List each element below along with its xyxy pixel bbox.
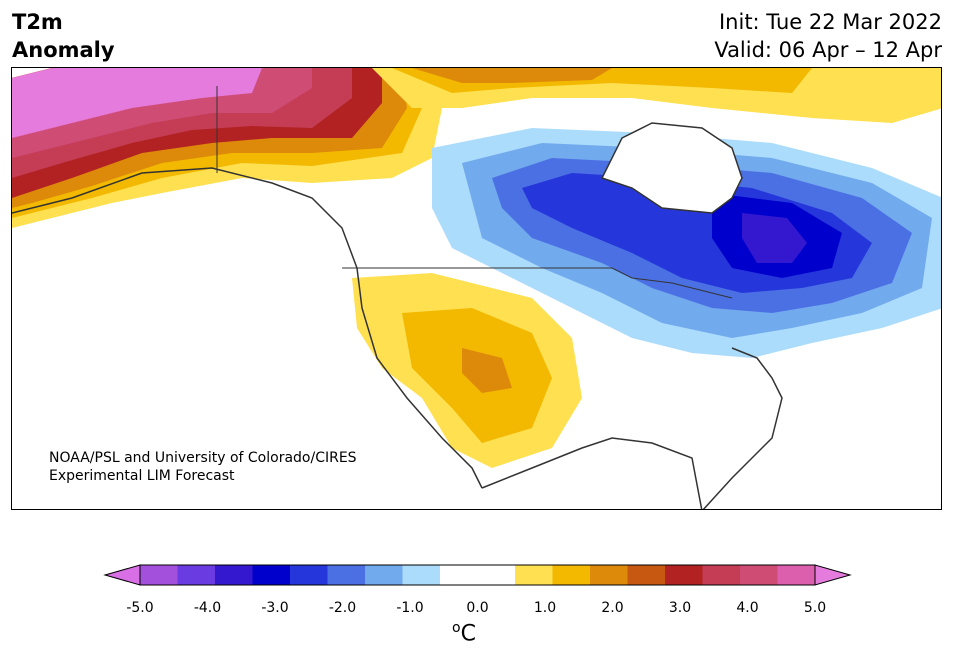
colorbar-arrow-high (814, 564, 852, 586)
title-line-1: T2m (12, 10, 63, 34)
colorbar-tick-label: -2.0 (328, 600, 357, 616)
colorbar-svg (103, 564, 852, 586)
coastline-hudson (600, 122, 743, 214)
colorbar-segment (665, 565, 703, 585)
border-us-canada (342, 267, 733, 299)
map-svg (12, 68, 941, 509)
colorbar-segment (252, 565, 291, 585)
colorbar-segment (177, 565, 216, 585)
colorbar-tick-label: -5.0 (126, 600, 154, 616)
colorbar-segment (552, 565, 591, 585)
warm-region-southwest-3 (462, 348, 512, 393)
coastline-east (702, 347, 783, 509)
warm-region-alaska-6 (12, 68, 262, 138)
colorbar-segment (215, 565, 253, 585)
unit-label: oC (452, 620, 476, 646)
map-title: T2m Anomaly (12, 8, 115, 64)
valid-range: Valid: 06 Apr – 12 Apr (714, 38, 942, 62)
colorbar-border (139, 564, 816, 586)
colorbar: -5.0 -4.0 -3.0 -2.0 -1.0 0.0 1.0 2.0 3.0 4.0 5.0 (100, 560, 855, 650)
colorbar-tick-label: -4.0 (193, 600, 222, 616)
unit-sup: o (452, 620, 461, 636)
colorbar-tick-label: -1.0 (396, 600, 424, 616)
colorbar-tick-label: 0.0 (466, 600, 489, 616)
colorbar-segment (590, 565, 628, 585)
colorbar-segment (740, 565, 778, 585)
title-line-2: Anomaly (12, 38, 115, 62)
colorbar-tick-label: -3.0 (261, 600, 289, 616)
colorbar-segment (290, 565, 328, 585)
colorbar-segment (140, 565, 178, 585)
colorbar-segment (440, 565, 478, 585)
colorbar-arrow-low (103, 564, 141, 586)
credit-line-1: NOAA/PSL and University of Colorado/CIRE… (49, 450, 357, 466)
credit-text: NOAA/PSL and University of Colorado/CIRE… (49, 449, 357, 485)
init-date: Init: Tue 22 Mar 2022 (718, 10, 942, 34)
cold-region-6 (742, 213, 807, 263)
colorbar-tick-label: 1.0 (533, 600, 557, 616)
colorbar-segment (477, 565, 516, 585)
colorbar-segment (402, 565, 441, 585)
unit-base: C (460, 621, 476, 647)
colorbar-tick-label: 3.0 (668, 600, 692, 616)
colorbar-segment (777, 565, 816, 585)
colorbar-tick-label: 4.0 (736, 600, 759, 616)
anomaly-map (11, 67, 942, 510)
colorbar-tick-label: 5.0 (803, 600, 827, 616)
warm-region-arctic-3 (412, 68, 612, 83)
coastline-gulf (481, 437, 703, 509)
coastline-west (12, 167, 483, 489)
colorbar-segment (365, 565, 403, 585)
colorbar-tick-label: 2.0 (601, 600, 624, 616)
forecast-dates: Init: Tue 22 Mar 2022 Valid: 06 Apr – 12… (714, 8, 942, 64)
colorbar-segment (627, 565, 666, 585)
colorbar-segment (702, 565, 741, 585)
credit-line-2: Experimental LIM Forecast (49, 468, 235, 484)
colorbar-segment (515, 565, 553, 585)
colorbar-segment (327, 565, 366, 585)
